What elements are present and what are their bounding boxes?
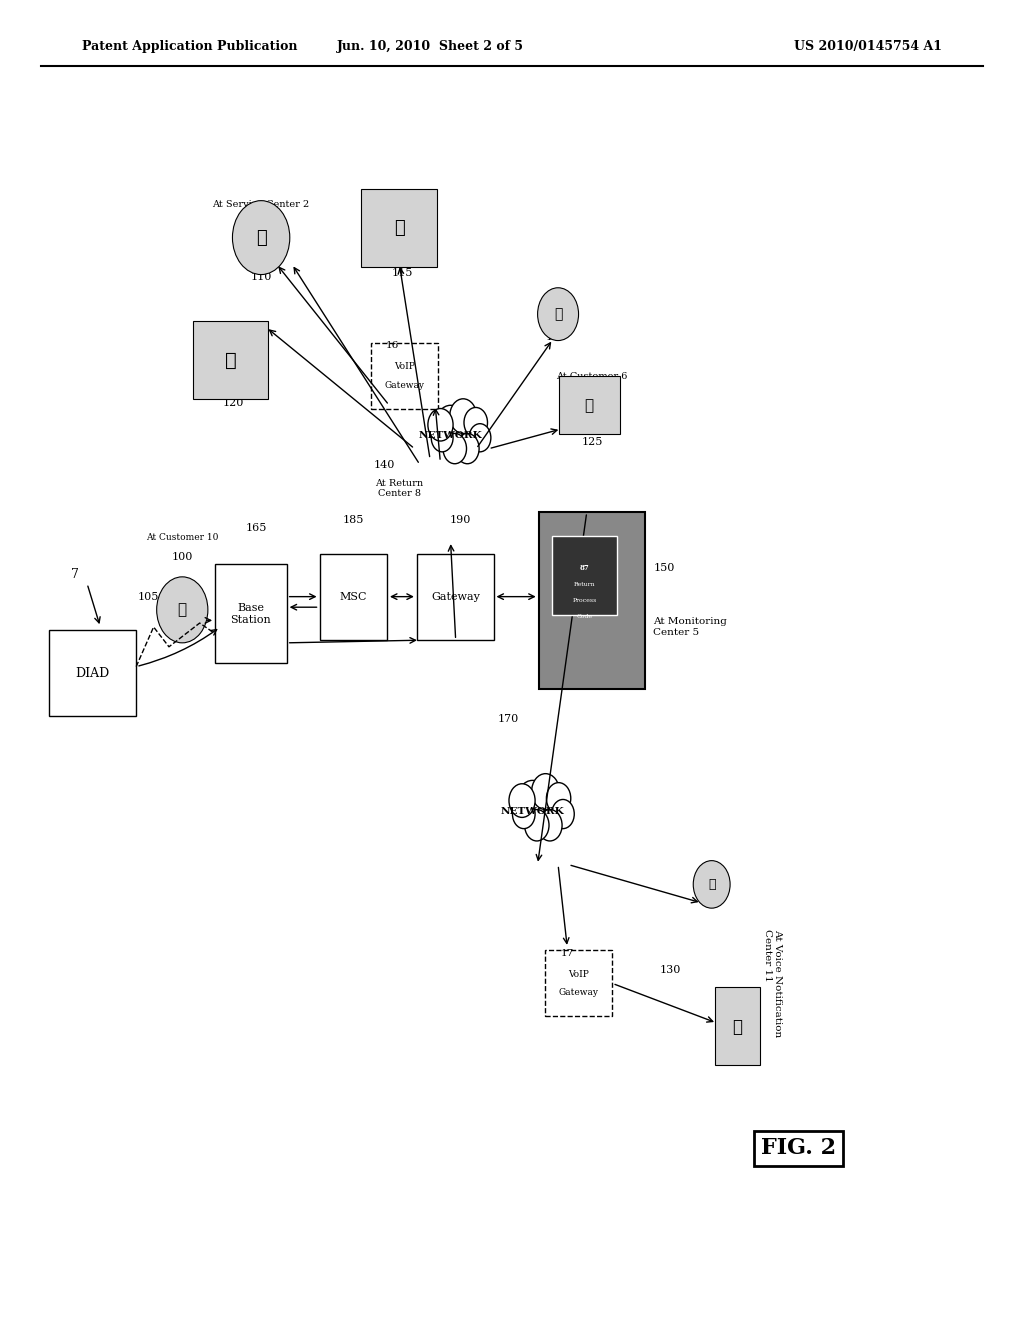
Text: 🖨: 🖨 [224, 351, 237, 370]
Text: 165: 165 [246, 523, 266, 533]
FancyBboxPatch shape [372, 343, 438, 409]
Circle shape [428, 409, 453, 441]
Circle shape [469, 424, 490, 451]
FancyBboxPatch shape [418, 554, 495, 639]
Circle shape [431, 424, 453, 451]
Circle shape [443, 433, 467, 463]
Text: VoIP: VoIP [394, 363, 415, 371]
Circle shape [552, 800, 574, 829]
Circle shape [538, 809, 562, 841]
Text: At Voice Notification
Center 11: At Voice Notification Center 11 [763, 929, 782, 1038]
FancyBboxPatch shape [193, 321, 268, 399]
Text: 🖥: 🖥 [732, 1018, 742, 1036]
Text: Base
Station: Base Station [230, 603, 271, 624]
Text: NETWORK: NETWORK [419, 432, 482, 440]
Text: Code: Code [577, 614, 593, 619]
Text: Jun. 10, 2010  Sheet 2 of 5: Jun. 10, 2010 Sheet 2 of 5 [337, 40, 523, 53]
Text: 130: 130 [660, 965, 681, 975]
Circle shape [531, 774, 559, 809]
FancyBboxPatch shape [559, 376, 620, 434]
Circle shape [509, 784, 536, 817]
Text: 🖥: 🖥 [394, 219, 404, 238]
Text: At Customer 10: At Customer 10 [146, 533, 218, 541]
FancyBboxPatch shape [48, 631, 135, 715]
Text: VoIP: VoIP [568, 970, 589, 978]
Text: 📱: 📱 [554, 308, 562, 321]
Text: At Monitoring
Center 5: At Monitoring Center 5 [653, 618, 727, 636]
Circle shape [524, 809, 549, 841]
Text: 📱: 📱 [585, 397, 593, 413]
Text: At Service Center 2: At Service Center 2 [213, 201, 309, 209]
Circle shape [232, 201, 290, 275]
Circle shape [464, 408, 487, 438]
Text: 15: 15 [546, 331, 560, 342]
Text: 115: 115 [392, 268, 413, 279]
Text: 185: 185 [343, 515, 364, 525]
Circle shape [456, 433, 479, 463]
FancyBboxPatch shape [539, 512, 645, 689]
Text: At Return
Center 8: At Return Center 8 [376, 479, 423, 498]
Text: At Customer 4: At Customer 4 [367, 197, 438, 205]
Text: Gateway: Gateway [384, 381, 425, 389]
FancyBboxPatch shape [715, 987, 760, 1065]
Text: 140: 140 [374, 459, 394, 470]
FancyBboxPatch shape [319, 554, 387, 639]
Text: FIG. 2: FIG. 2 [761, 1138, 837, 1159]
Text: 150: 150 [653, 562, 675, 573]
Text: At Customer 6: At Customer 6 [556, 372, 628, 380]
Text: Process: Process [572, 598, 597, 603]
Text: Return: Return [574, 582, 595, 587]
Circle shape [517, 780, 548, 821]
Text: Gateway: Gateway [431, 591, 480, 602]
Text: 100: 100 [172, 552, 193, 562]
Text: 📱: 📱 [178, 602, 186, 618]
Text: 👤: 👤 [256, 228, 266, 247]
Text: 17: 17 [706, 880, 718, 888]
Text: 190: 190 [451, 515, 471, 525]
Text: 170: 170 [498, 714, 518, 725]
Text: 7: 7 [71, 568, 79, 581]
FancyBboxPatch shape [552, 536, 617, 615]
Text: NETWORK: NETWORK [501, 808, 564, 816]
Text: 110: 110 [251, 272, 271, 282]
Circle shape [547, 783, 570, 814]
Circle shape [435, 405, 466, 445]
Circle shape [512, 800, 536, 829]
Text: US 2010/0145754 A1: US 2010/0145754 A1 [794, 40, 942, 53]
Text: 105: 105 [138, 591, 159, 602]
Text: 125: 125 [582, 437, 602, 447]
Text: 120: 120 [223, 397, 244, 408]
Circle shape [450, 399, 476, 433]
FancyBboxPatch shape [215, 565, 287, 663]
Text: 87: 87 [580, 564, 590, 572]
Circle shape [538, 288, 579, 341]
Text: Gateway: Gateway [558, 989, 599, 997]
Text: 17: 17 [561, 949, 573, 957]
Text: 📱: 📱 [708, 878, 716, 891]
Text: Patent Application Publication: Patent Application Publication [82, 40, 297, 53]
Circle shape [693, 861, 730, 908]
Circle shape [157, 577, 208, 643]
FancyBboxPatch shape [545, 950, 611, 1016]
Text: MSC: MSC [340, 591, 367, 602]
FancyBboxPatch shape [361, 189, 437, 267]
Text: 16: 16 [386, 342, 398, 350]
Text: DIAD: DIAD [75, 667, 110, 680]
